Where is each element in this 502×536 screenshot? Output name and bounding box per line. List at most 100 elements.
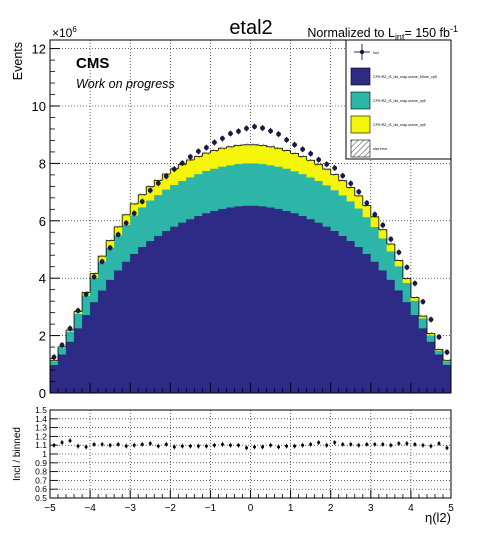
bar-2 — [290, 171, 300, 214]
incl-point — [244, 125, 249, 131]
ratio-point — [164, 442, 168, 446]
y-tick-label: 10 — [32, 99, 46, 114]
incl-point — [380, 222, 386, 228]
ratio-point — [92, 442, 96, 446]
y-exponent-base: ×10 — [52, 26, 73, 40]
bar-2 — [266, 165, 275, 208]
bar-1 — [306, 218, 316, 394]
bar-1 — [234, 206, 243, 394]
ratio-point — [108, 443, 112, 447]
legend-swatch — [350, 67, 371, 86]
bar-3 — [370, 216, 380, 227]
incl-points — [51, 123, 450, 361]
bar-1 — [258, 206, 267, 394]
bar-2 — [378, 238, 388, 271]
stat-error-band — [290, 151, 299, 155]
bar-2 — [418, 318, 428, 329]
stat-error-band — [274, 146, 283, 150]
ratio-point — [236, 443, 240, 447]
x-tick-label: 5 — [448, 503, 454, 514]
legend-label: CP5+B2_f1_hle_map.scene_cp5 — [373, 99, 426, 103]
y-tick-label: 2 — [39, 329, 46, 344]
incl-point — [67, 326, 73, 331]
bar-3 — [242, 144, 251, 164]
stat-error-band — [434, 347, 443, 351]
incl-point — [171, 166, 177, 172]
bar-2 — [330, 189, 340, 231]
stat-error-band — [418, 314, 427, 318]
ratio-point — [309, 442, 313, 446]
stat-error-band — [378, 228, 387, 232]
bar-1 — [426, 341, 436, 394]
lumi-sub: int — [395, 32, 405, 42]
incl-point — [444, 349, 450, 355]
ratio-grid — [50, 410, 451, 498]
bar-1 — [282, 210, 291, 394]
y-tick-label: 6 — [39, 214, 46, 229]
bar-1 — [378, 270, 388, 394]
stat-error-band — [410, 295, 419, 299]
bar-2 — [154, 194, 163, 236]
legend-marker-point — [359, 49, 365, 55]
ratio-point — [261, 445, 265, 449]
bar-1 — [122, 261, 131, 394]
stat-error-band — [226, 145, 235, 149]
stat-error-band — [338, 179, 347, 183]
bar-2 — [106, 247, 115, 280]
bar-2 — [434, 350, 444, 355]
stat-error-band — [202, 151, 211, 155]
incl-point — [292, 142, 298, 148]
x-tick-label: 0 — [248, 503, 254, 514]
stat-error-band — [394, 258, 403, 262]
bar-3 — [274, 148, 283, 167]
bar-1 — [394, 290, 404, 394]
bar-2 — [242, 163, 251, 206]
y-exponent: ×106 — [52, 25, 77, 40]
ratio-point — [84, 445, 88, 449]
bar-3 — [346, 187, 356, 202]
bar-1 — [346, 240, 356, 394]
ratio-point — [325, 443, 329, 447]
ratio-y-tick-label: 0.7 — [35, 475, 47, 485]
bar-2 — [362, 216, 372, 254]
incl-point — [324, 161, 330, 167]
bar-2 — [218, 166, 227, 209]
bar-1 — [89, 301, 99, 394]
bar-1 — [250, 205, 259, 394]
incl-point — [404, 264, 410, 270]
bar-1 — [57, 354, 67, 394]
bar-3 — [282, 150, 291, 169]
ratio-point — [172, 445, 176, 449]
bar-1 — [154, 235, 163, 394]
ratio-point — [76, 444, 80, 448]
ratio-point — [429, 444, 433, 448]
ratio-point — [445, 446, 449, 450]
ratio-y-axis: 0.50.60.70.80.911.11.21.31.41.5 — [35, 405, 58, 503]
stat-error-band — [354, 194, 363, 198]
ratio-point — [269, 443, 273, 447]
ratio-point — [373, 442, 377, 446]
bar-1 — [130, 253, 139, 394]
ratio-point — [188, 444, 192, 448]
incl-point — [236, 128, 241, 134]
bar-1 — [218, 208, 227, 394]
incl-point — [372, 212, 378, 217]
incl-point — [139, 199, 145, 204]
incl-point — [75, 308, 81, 314]
incl-point — [300, 146, 306, 152]
ratio-point — [156, 444, 160, 448]
bar-2 — [130, 215, 139, 254]
ratio-point — [333, 441, 337, 445]
bar-3 — [306, 160, 316, 178]
incl-point — [187, 154, 193, 160]
bar-2 — [314, 180, 324, 223]
legend-label: Incl — [373, 51, 379, 55]
bar-1 — [186, 218, 195, 394]
stat-error-band — [314, 162, 323, 166]
bar-3 — [178, 164, 187, 182]
ratio-y-tick-label: 1.1 — [35, 440, 47, 450]
bar-3 — [362, 205, 372, 218]
ratio-point — [228, 443, 232, 447]
bar-3 — [210, 150, 219, 169]
